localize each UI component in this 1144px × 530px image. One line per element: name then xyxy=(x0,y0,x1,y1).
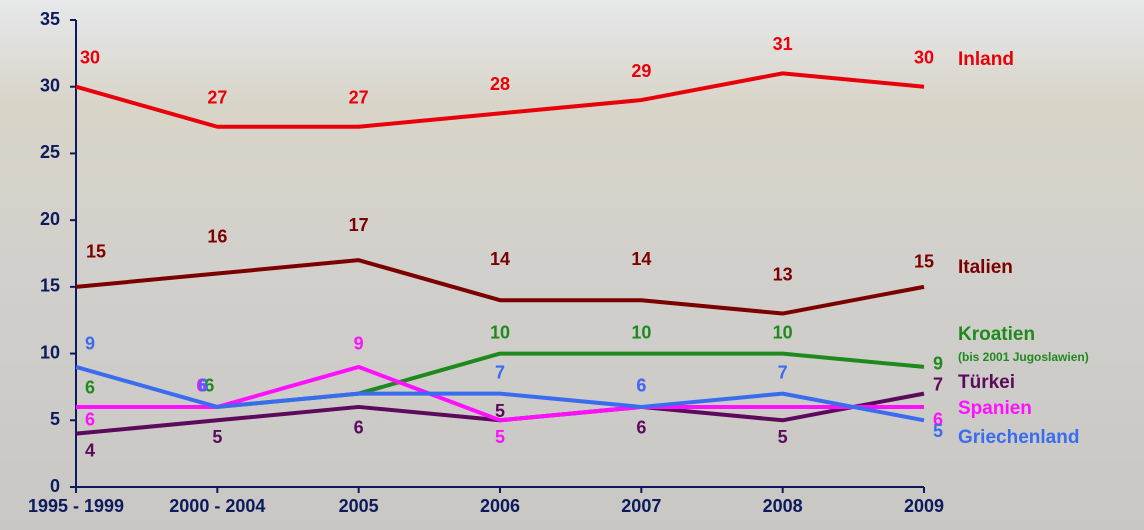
value-label: 10 xyxy=(490,322,510,342)
value-label: 5 xyxy=(212,427,222,447)
value-label: 30 xyxy=(80,47,100,67)
value-label: 6 xyxy=(198,376,208,396)
legend-label: Italien xyxy=(958,257,1013,278)
value-label: 15 xyxy=(86,242,106,262)
value-label: 14 xyxy=(490,249,510,269)
value-label: 27 xyxy=(207,87,227,107)
y-tick-label: 15 xyxy=(40,276,60,296)
value-label: 5 xyxy=(495,401,505,421)
value-label: 5 xyxy=(495,427,505,447)
legend-label: Türkei xyxy=(958,372,1015,393)
y-tick-label: 10 xyxy=(40,342,60,362)
value-label: 7 xyxy=(495,362,505,382)
x-tick-label: 2006 xyxy=(480,496,520,516)
value-label: 17 xyxy=(349,215,369,235)
y-tick-label: 5 xyxy=(50,409,60,429)
value-label: 27 xyxy=(349,87,369,107)
value-label: 9 xyxy=(85,334,95,354)
value-label: 5 xyxy=(778,427,788,447)
value-label: 6 xyxy=(85,378,95,398)
value-label: 7 xyxy=(933,374,943,394)
value-label: 14 xyxy=(631,249,651,269)
legend-label: Spanien xyxy=(958,398,1032,419)
value-label: 9 xyxy=(933,354,943,374)
legend-label: Inland xyxy=(958,49,1014,70)
value-label: 6 xyxy=(354,418,364,438)
value-label: 10 xyxy=(631,322,651,342)
value-label: 6 xyxy=(636,418,646,438)
legend-label: Griechenland xyxy=(958,427,1079,448)
value-label: 7 xyxy=(778,362,788,382)
value-label: 10 xyxy=(773,322,793,342)
value-label: 9 xyxy=(354,334,364,354)
x-tick-label: 2007 xyxy=(621,496,661,516)
x-tick-label: 2008 xyxy=(763,496,803,516)
value-label: 30 xyxy=(914,47,934,67)
value-label: 6 xyxy=(196,376,206,396)
y-tick-label: 35 xyxy=(40,9,60,29)
value-label: 4 xyxy=(85,440,95,460)
x-tick-label: 1995 - 1999 xyxy=(28,496,124,516)
value-label: 29 xyxy=(631,61,651,81)
series-line xyxy=(75,71,925,129)
legend-note: (bis 2001 Jugoslawien) xyxy=(958,350,1089,364)
x-tick-label: 2005 xyxy=(339,496,379,516)
value-label: 6 xyxy=(933,410,943,430)
value-label: 6 xyxy=(636,376,646,396)
value-label: 16 xyxy=(207,226,227,246)
value-label: 6 xyxy=(204,376,214,396)
value-label: 6 xyxy=(636,376,646,396)
value-label: 6 xyxy=(85,410,95,430)
value-label: 5 xyxy=(933,421,943,441)
value-label: 15 xyxy=(914,252,934,272)
legend-label: Kroatien xyxy=(958,324,1035,345)
value-label: 28 xyxy=(490,74,510,94)
value-label: 13 xyxy=(773,264,793,284)
y-tick-label: 20 xyxy=(40,209,60,229)
x-tick-label: 2000 - 2004 xyxy=(169,496,265,516)
y-tick-label: 0 xyxy=(50,476,60,496)
x-tick-label: 2009 xyxy=(904,496,944,516)
value-label: 31 xyxy=(773,34,793,54)
y-tick-label: 25 xyxy=(40,142,60,162)
series-line xyxy=(75,364,925,423)
y-tick-label: 30 xyxy=(40,75,60,95)
series-line xyxy=(75,258,925,316)
